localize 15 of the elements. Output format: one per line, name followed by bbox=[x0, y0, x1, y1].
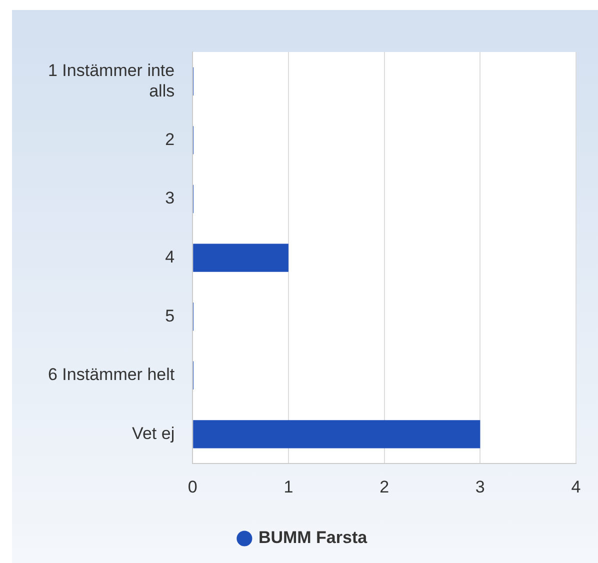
y-tick-label: 6 Instämmer helt bbox=[48, 365, 175, 384]
x-tick-label: 4 bbox=[571, 477, 581, 496]
y-tick-label: 5 bbox=[165, 306, 175, 326]
x-tick-label: 1 bbox=[284, 477, 294, 496]
y-tick-label: 2 bbox=[165, 130, 175, 149]
x-tick-label: 2 bbox=[380, 477, 390, 496]
y-tick-label: 1 Instämmer inte alls bbox=[48, 60, 175, 100]
x-tick-label: 3 bbox=[475, 477, 485, 496]
y-tick-label: 3 bbox=[165, 188, 175, 208]
y-tick-label: Vet ej bbox=[132, 424, 175, 443]
y-tick-label: 4 bbox=[165, 247, 175, 266]
legend-label: BUMM Farsta bbox=[258, 528, 368, 548]
x-tick-label: 0 bbox=[188, 477, 198, 496]
bar bbox=[193, 244, 288, 272]
bar bbox=[193, 420, 480, 448]
